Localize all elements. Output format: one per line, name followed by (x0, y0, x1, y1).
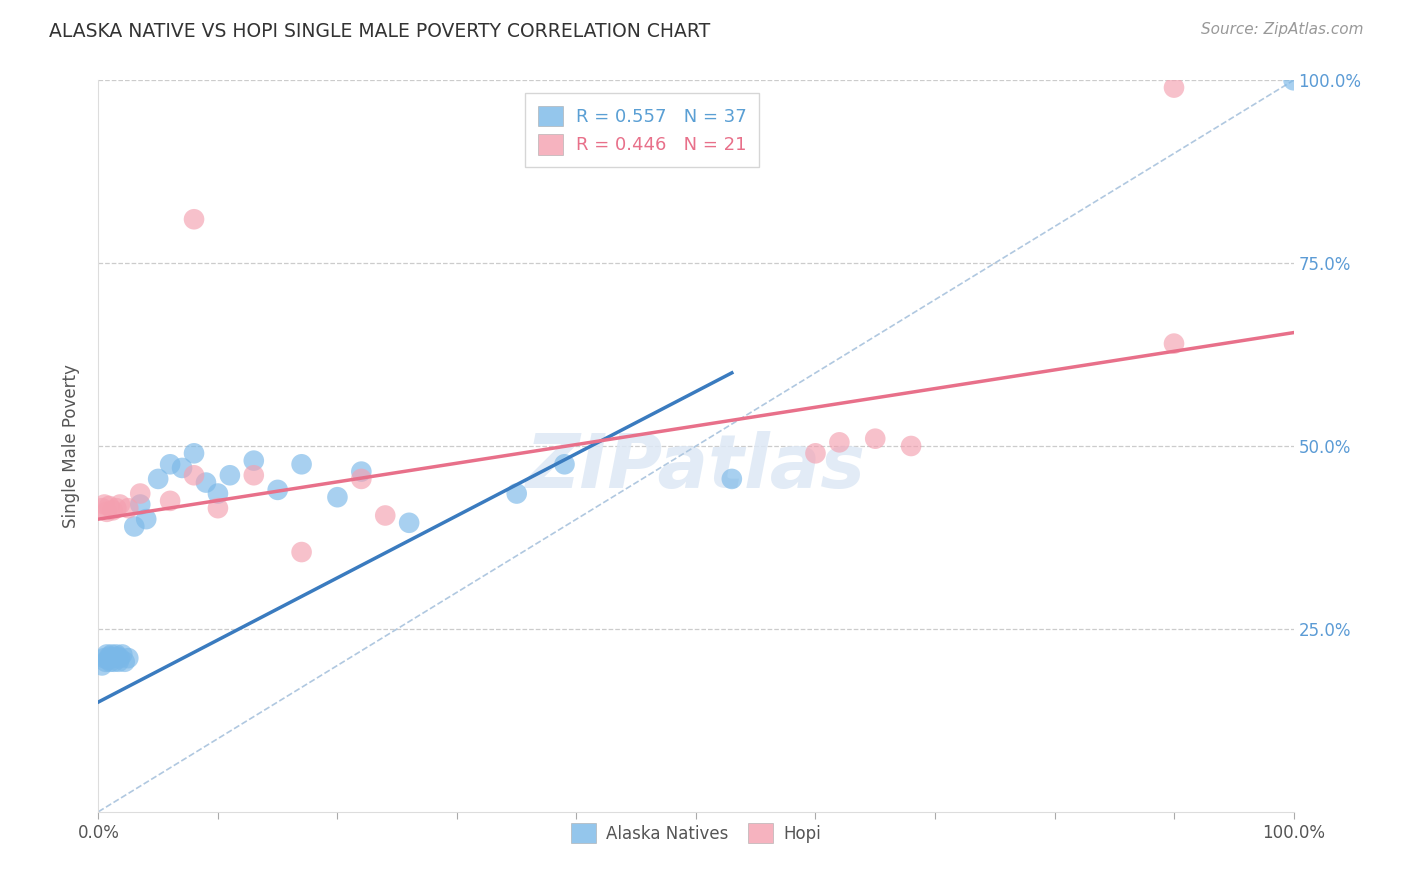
Point (103, 655, 125, 669)
Point (291, 545, 314, 559)
Point (398, 516, 420, 530)
Point (117, 501, 139, 516)
Point (172, 461, 194, 475)
Point (1163, 80, 1185, 95)
Text: ALASKA NATIVE VS HOPI SINGLE MALE POVERTY CORRELATION CHART: ALASKA NATIVE VS HOPI SINGLE MALE POVERT… (49, 22, 710, 41)
Point (291, 457, 314, 471)
Point (828, 435, 851, 450)
Point (148, 472, 170, 486)
Point (207, 501, 229, 516)
Point (135, 512, 157, 526)
Point (1163, 336, 1185, 351)
Y-axis label: Single Male Poverty: Single Male Poverty (62, 364, 80, 528)
Point (350, 472, 373, 486)
Point (183, 468, 205, 483)
Point (183, 446, 205, 460)
Point (114, 655, 136, 669)
Point (93, 498, 115, 512)
Point (91, 501, 114, 516)
Point (159, 494, 181, 508)
Point (267, 483, 290, 497)
Point (129, 498, 152, 512)
Point (105, 501, 128, 516)
Point (900, 439, 922, 453)
Point (98, 499, 121, 513)
Point (350, 465, 373, 479)
Legend: Alaska Natives, Hopi: Alaska Natives, Hopi (562, 815, 830, 851)
Point (804, 446, 827, 460)
Point (183, 212, 205, 227)
Point (865, 432, 887, 446)
Point (101, 651, 124, 665)
Point (98, 655, 122, 669)
Point (243, 453, 266, 467)
Point (93, 651, 115, 665)
Point (100, 648, 122, 662)
Point (374, 508, 396, 523)
Point (326, 490, 349, 504)
Point (105, 648, 128, 662)
Point (721, 472, 744, 486)
Point (554, 457, 576, 471)
Point (108, 498, 131, 512)
Point (97, 652, 120, 666)
Point (98, 649, 121, 664)
Point (94, 655, 117, 669)
Point (101, 503, 124, 517)
Text: ZIPatlas: ZIPatlas (526, 432, 866, 505)
Point (243, 468, 266, 483)
Point (96, 505, 118, 519)
Point (159, 457, 181, 471)
Point (124, 519, 146, 533)
Point (219, 468, 242, 483)
Point (91, 658, 114, 673)
Point (111, 648, 134, 662)
Point (207, 486, 229, 500)
Point (1282, 73, 1305, 87)
Point (107, 649, 129, 664)
Point (506, 486, 529, 500)
Point (129, 486, 152, 500)
Point (107, 655, 129, 669)
Point (96, 648, 118, 662)
Point (195, 475, 218, 490)
Text: Source: ZipAtlas.com: Source: ZipAtlas.com (1201, 22, 1364, 37)
Point (108, 651, 131, 665)
Point (117, 651, 139, 665)
